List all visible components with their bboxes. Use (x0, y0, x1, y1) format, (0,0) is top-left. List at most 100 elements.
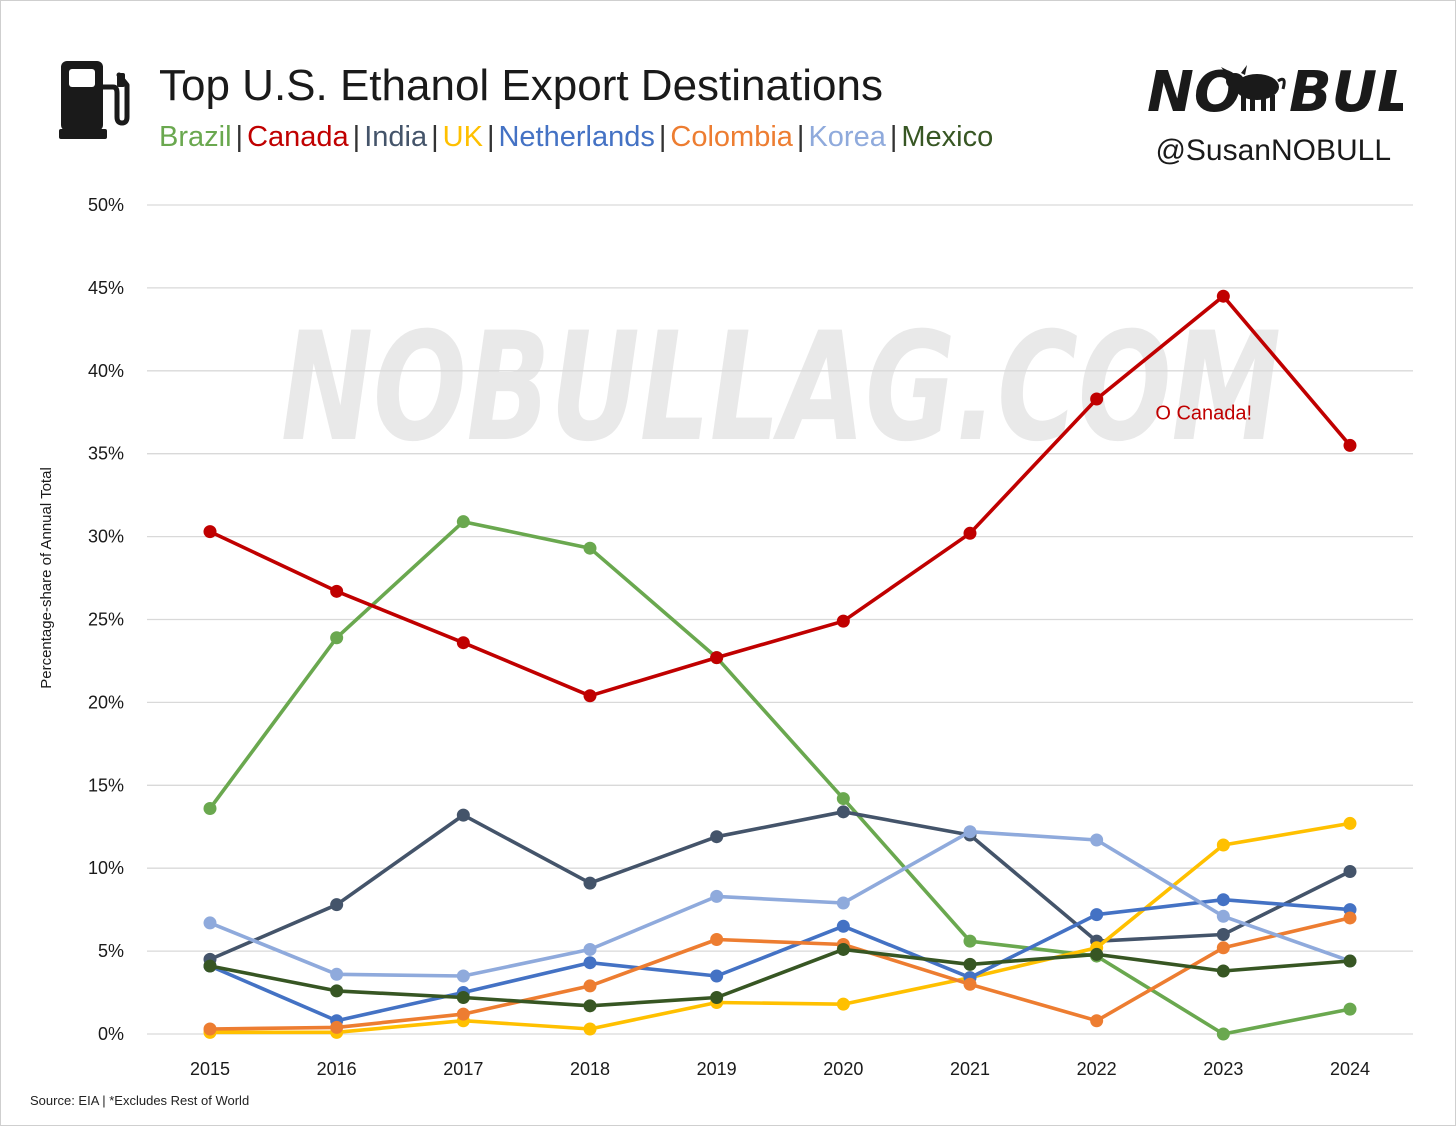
brand-logo-right: BULL (1289, 60, 1403, 119)
data-point-colombia (1216, 941, 1230, 955)
data-point-korea (710, 889, 724, 903)
x-tick-label: 2018 (570, 1059, 610, 1079)
data-point-colombia (583, 979, 597, 993)
data-point-mexico (330, 984, 344, 998)
x-tick-label: 2024 (1330, 1059, 1370, 1079)
data-point-india (710, 830, 724, 844)
data-point-korea (583, 942, 597, 956)
series-line-canada (209, 294, 1352, 698)
data-point-mexico (1216, 964, 1230, 978)
brand-logo: NO BULL (1147, 60, 1403, 119)
series-line-colombia (209, 916, 1351, 1031)
data-point-colombia (963, 977, 977, 991)
data-point-brazil (1216, 1027, 1230, 1041)
data-point-uk (1343, 816, 1357, 830)
data-point-korea (330, 967, 344, 981)
data-point-canada (203, 525, 217, 539)
data-point-colombia (330, 1020, 344, 1034)
data-point-mexico (1090, 947, 1104, 961)
y-tick-label: 10% (88, 858, 124, 878)
series-colombia (203, 911, 1357, 1036)
y-tick-label: 15% (88, 775, 124, 795)
data-point-canada (1216, 289, 1230, 303)
y-tick-label: 30% (88, 527, 124, 547)
series-group (203, 289, 1357, 1041)
data-point-canada (1090, 392, 1104, 406)
data-point-india (1216, 928, 1230, 942)
legend-mexico: Mexico (901, 121, 994, 153)
x-axis-ticks: 2015 2016 2017 2018 2019 2020 2021 2022 2023 2024 (190, 1059, 1370, 1079)
data-point-brazil (203, 802, 217, 816)
x-tick-label: 2016 (317, 1059, 357, 1079)
data-point-brazil (836, 792, 850, 806)
data-point-korea (203, 916, 217, 930)
legend-uk: UK (442, 121, 483, 153)
data-point-netherlands (583, 956, 597, 970)
x-tick-label: 2020 (823, 1059, 863, 1079)
data-point-brazil (1343, 1002, 1357, 1016)
data-point-korea (1090, 833, 1104, 847)
data-point-india (1343, 865, 1357, 879)
data-point-mexico (1343, 954, 1357, 968)
legend-brazil: Brazil (159, 121, 232, 153)
data-point-colombia (203, 1022, 217, 1036)
legend-india: India (364, 121, 428, 153)
x-tick-label: 2021 (950, 1059, 990, 1079)
data-point-canada (836, 614, 850, 628)
data-point-mexico (456, 991, 470, 1005)
data-point-colombia (1090, 1014, 1104, 1028)
data-point-canada (1343, 438, 1357, 452)
fuel-pump-icon (59, 61, 130, 139)
data-point-korea (456, 969, 470, 983)
bull-icon (1221, 65, 1286, 111)
y-axis-ticks: 0% 5% 10% 15% 20% 25% 30% 35% 40% 45% 50% (88, 195, 124, 1044)
series-line-mexico (209, 947, 1351, 1008)
series-line-netherlands (209, 897, 1351, 1023)
data-point-brazil (330, 631, 344, 645)
grid-lines (147, 204, 1413, 1035)
data-point-mexico (710, 991, 724, 1005)
legend-canada: Canada (247, 121, 349, 153)
data-point-netherlands (1090, 908, 1104, 922)
series-canada (203, 289, 1357, 703)
data-point-netherlands (836, 919, 850, 933)
data-point-uk (583, 1022, 597, 1036)
data-point-mexico (583, 999, 597, 1013)
legend-netherlands: Netherlands (498, 121, 655, 153)
legend: Brazil | Canada | India | UK | Netherlands | Colom… (159, 121, 994, 153)
legend-korea: Korea (808, 121, 886, 153)
chart-title: Top U.S. Ethanol Export Destinations (159, 61, 883, 110)
legend-colombia: Colombia (670, 121, 793, 153)
data-point-mexico (836, 942, 850, 956)
data-point-colombia (456, 1007, 470, 1021)
y-tick-label: 40% (88, 361, 124, 381)
series-netherlands (203, 893, 1357, 1028)
data-point-brazil (963, 934, 977, 948)
data-point-mexico (963, 957, 977, 971)
y-tick-label: 20% (88, 692, 124, 712)
data-point-canada (456, 636, 470, 650)
source-note: Source: EIA | *Excludes Rest of World (30, 1093, 250, 1108)
data-point-india (456, 808, 470, 822)
y-tick-label: 50% (88, 195, 124, 215)
data-point-uk (836, 997, 850, 1011)
y-tick-label: 0% (98, 1024, 124, 1044)
watermark: NOBULLAG.COM (281, 301, 1281, 475)
data-point-india (330, 898, 344, 912)
data-point-korea (1216, 909, 1230, 923)
data-point-colombia (710, 932, 724, 946)
data-point-brazil (583, 541, 597, 555)
y-tick-label: 5% (98, 941, 124, 961)
data-point-colombia (1343, 911, 1357, 925)
y-axis-label: Percentage-share of Annual Total (38, 467, 55, 689)
data-point-mexico (203, 959, 217, 973)
data-point-india (836, 805, 850, 819)
data-point-canada (583, 689, 597, 703)
series-mexico (203, 942, 1357, 1013)
data-point-korea (963, 825, 977, 839)
data-point-canada (710, 651, 724, 665)
series-brazil (203, 515, 1357, 1041)
data-point-netherlands (1216, 893, 1230, 907)
data-point-india (583, 876, 597, 890)
